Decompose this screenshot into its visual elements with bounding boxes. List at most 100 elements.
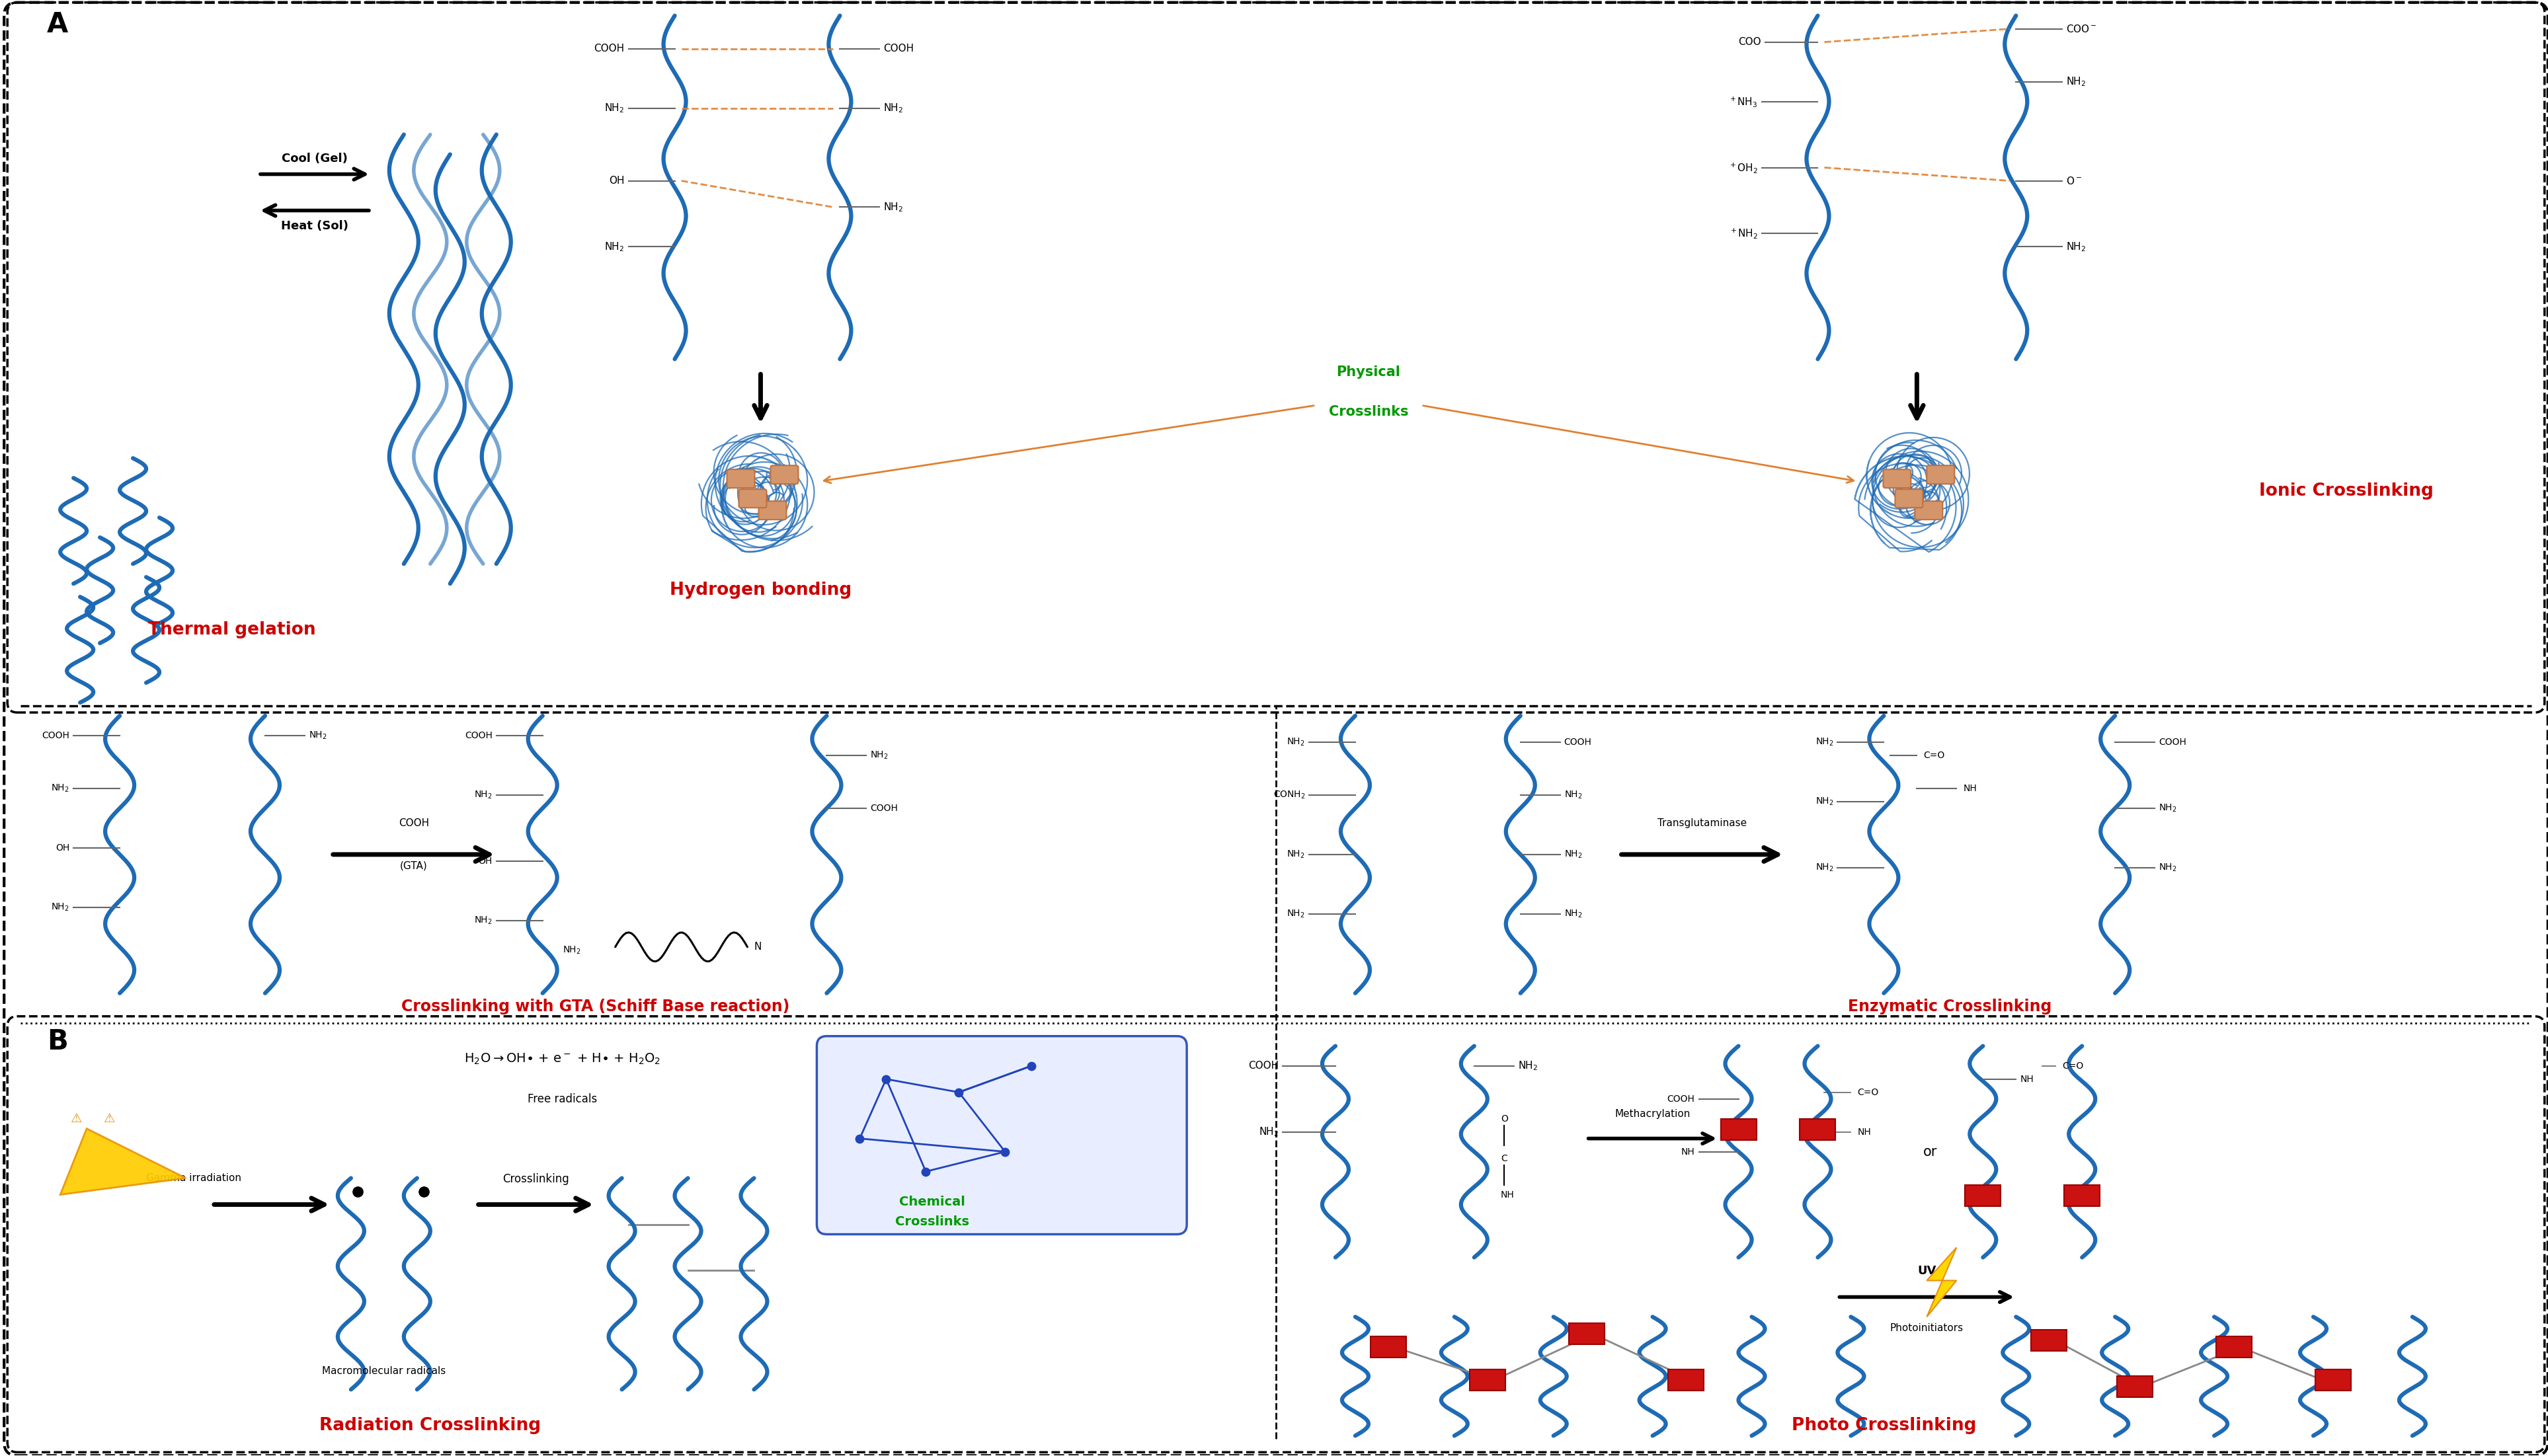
FancyBboxPatch shape (1470, 1370, 1506, 1390)
Text: COOH: COOH (41, 731, 69, 740)
Text: COOH: COOH (1666, 1095, 1694, 1104)
Text: OH: OH (609, 176, 624, 186)
Text: NH$_2$: NH$_2$ (2066, 76, 2087, 87)
Text: C=O: C=O (2061, 1061, 2084, 1070)
Polygon shape (1926, 1248, 1957, 1316)
Text: NH$_2$: NH$_2$ (2066, 240, 2087, 253)
FancyBboxPatch shape (769, 466, 798, 483)
FancyBboxPatch shape (726, 469, 754, 488)
Text: Chemical: Chemical (899, 1195, 966, 1208)
FancyBboxPatch shape (815, 1037, 1187, 1235)
Text: NH$_2$: NH$_2$ (1287, 737, 1305, 747)
Text: Heat (Sol): Heat (Sol) (280, 220, 349, 233)
Text: NH$_2$: NH$_2$ (1814, 796, 1832, 807)
FancyBboxPatch shape (739, 489, 767, 508)
Text: NH: NH (2021, 1075, 2033, 1083)
Text: C=O: C=O (1857, 1088, 1878, 1096)
Text: NH$_2$: NH$_2$ (604, 240, 624, 253)
Text: or: or (1924, 1144, 1936, 1159)
Text: NH$_2$: NH$_2$ (1519, 1060, 1536, 1072)
Text: O$^-$: O$^-$ (2066, 176, 2082, 186)
Text: Crosslinking: Crosslinking (502, 1174, 568, 1185)
Text: Hydrogen bonding: Hydrogen bonding (670, 582, 851, 598)
Text: C: C (1501, 1153, 1506, 1163)
Text: NH$_2$: NH$_2$ (474, 916, 492, 926)
Text: NH$_2$: NH$_2$ (1814, 737, 1832, 747)
Text: NH$_2$: NH$_2$ (884, 102, 902, 115)
Text: UV: UV (1916, 1265, 1936, 1277)
Text: NH$_2$: NH$_2$ (884, 201, 902, 214)
FancyBboxPatch shape (2031, 1329, 2066, 1351)
FancyBboxPatch shape (1926, 466, 1954, 483)
Text: $^+$NH$_3$: $^+$NH$_3$ (1728, 95, 1758, 108)
FancyBboxPatch shape (1720, 1118, 1756, 1140)
Text: NH: NH (1857, 1127, 1870, 1137)
Text: O: O (1501, 1114, 1508, 1124)
Text: NH$_2$: NH$_2$ (2158, 802, 2176, 814)
Text: A: A (46, 10, 69, 38)
Text: ⚠: ⚠ (104, 1112, 115, 1125)
Text: N: N (754, 942, 762, 952)
Text: COOH: COOH (594, 44, 624, 54)
Text: B: B (46, 1028, 69, 1056)
Text: OH: OH (56, 843, 69, 853)
FancyBboxPatch shape (1896, 489, 1921, 508)
Text: NH$_2$: NH$_2$ (2158, 862, 2176, 874)
Text: NH: NH (1501, 1190, 1514, 1200)
Text: COOH: COOH (397, 818, 428, 828)
Text: NH$_2$: NH$_2$ (1287, 849, 1305, 860)
Text: $^+$OH$_2$: $^+$OH$_2$ (1728, 162, 1758, 175)
Text: Enzymatic Crosslinking: Enzymatic Crosslinking (1847, 999, 2051, 1015)
Text: Photo Crosslinking: Photo Crosslinking (1791, 1417, 1975, 1434)
Text: Crosslinks: Crosslinks (894, 1216, 968, 1227)
Text: NH$_2$: NH$_2$ (51, 783, 69, 794)
FancyBboxPatch shape (2064, 1185, 2100, 1206)
FancyBboxPatch shape (2117, 1376, 2153, 1398)
FancyBboxPatch shape (1567, 1324, 1603, 1344)
Text: COOH: COOH (1249, 1061, 1279, 1070)
Text: Radiation Crosslinking: Radiation Crosslinking (318, 1417, 540, 1434)
Text: Transglutaminase: Transglutaminase (1656, 818, 1745, 828)
Text: H$_2$O$\rightarrow$OH$\bullet$ + e$^-$ + H$\bullet$ + H$_2$O$_2$: H$_2$O$\rightarrow$OH$\bullet$ + e$^-$ +… (464, 1053, 660, 1066)
Text: NH$_2$: NH$_2$ (1564, 849, 1582, 860)
Text: Free radicals: Free radicals (527, 1093, 596, 1105)
Text: COOH: COOH (464, 731, 492, 740)
Text: ⚠: ⚠ (71, 1112, 82, 1125)
Text: Ionic Crosslinking: Ionic Crosslinking (2258, 482, 2433, 499)
FancyBboxPatch shape (2314, 1370, 2349, 1390)
Text: $^+$NH$_2$: $^+$NH$_2$ (1728, 227, 1758, 240)
Text: NH$_2$: NH$_2$ (1287, 909, 1305, 919)
Text: NH$_2$: NH$_2$ (1564, 789, 1582, 801)
Text: C=O: C=O (1924, 751, 1944, 760)
FancyBboxPatch shape (759, 501, 787, 520)
FancyBboxPatch shape (2217, 1337, 2252, 1358)
Text: COO$^-$: COO$^-$ (2066, 23, 2097, 33)
Text: Methacrylation: Methacrylation (1615, 1109, 1689, 1118)
Text: NH$_2$: NH$_2$ (474, 789, 492, 801)
Text: COOH: COOH (869, 804, 897, 812)
Text: Thermal gelation: Thermal gelation (148, 622, 316, 639)
Polygon shape (61, 1128, 186, 1194)
Text: Crosslinks: Crosslinks (1328, 405, 1409, 418)
Text: COO: COO (1738, 36, 1761, 47)
Text: NH$_2$: NH$_2$ (51, 901, 69, 913)
Text: NH$_2$: NH$_2$ (1564, 909, 1582, 919)
FancyBboxPatch shape (1883, 469, 1911, 488)
Text: NH$_2$: NH$_2$ (563, 945, 581, 955)
Text: Gamma irradiation: Gamma irradiation (145, 1174, 242, 1184)
FancyBboxPatch shape (1965, 1185, 2000, 1206)
Text: NH$_2$: NH$_2$ (604, 102, 624, 115)
FancyBboxPatch shape (1666, 1370, 1702, 1390)
Text: NH$_2$: NH$_2$ (1259, 1125, 1279, 1139)
FancyBboxPatch shape (1799, 1118, 1835, 1140)
Text: NH$_2$: NH$_2$ (308, 729, 326, 741)
Text: Physical: Physical (1335, 365, 1401, 379)
Text: Photoinitiators: Photoinitiators (1891, 1324, 1962, 1334)
Text: COOH: COOH (884, 44, 915, 54)
Text: OH: OH (479, 856, 492, 866)
Text: NH$_2$: NH$_2$ (869, 750, 889, 761)
Text: Cool (Gel): Cool (Gel) (283, 153, 347, 165)
Text: CONH$_2$: CONH$_2$ (1274, 789, 1305, 801)
Text: COOH: COOH (1564, 738, 1592, 747)
Text: Macromolecular radicals: Macromolecular radicals (321, 1366, 446, 1376)
